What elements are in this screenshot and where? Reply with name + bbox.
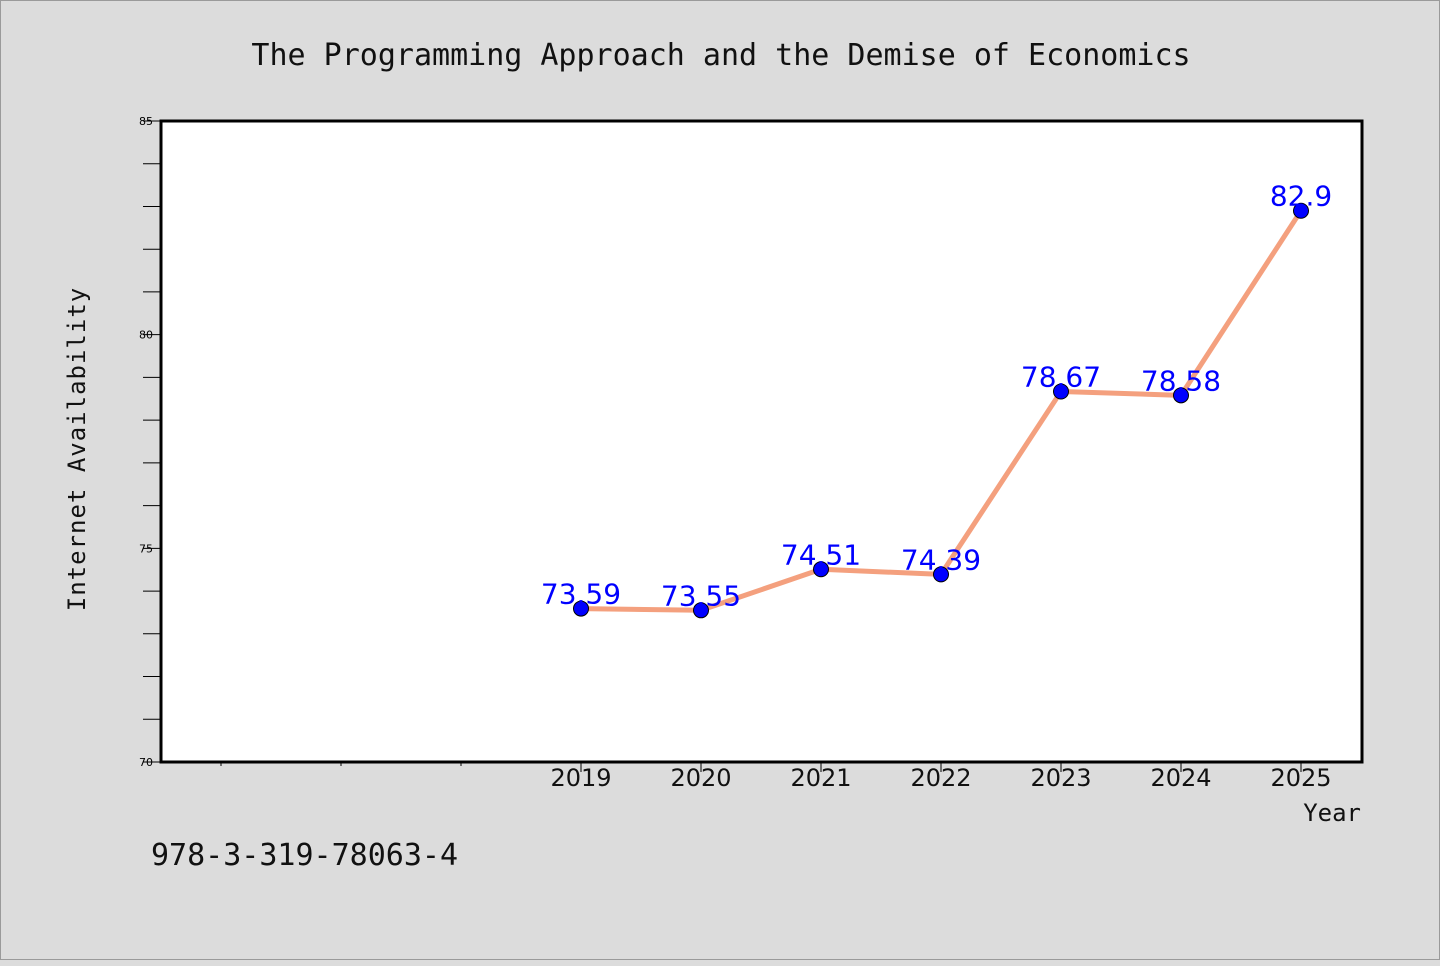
y-axis-title: Internet Availability: [63, 287, 91, 611]
data-point: [1173, 387, 1189, 404]
data-point: [1053, 383, 1069, 400]
x-axis-title: Year: [1303, 799, 1361, 827]
x-tick-label: 2024: [1150, 764, 1211, 792]
data-label: 74.51: [781, 538, 861, 571]
chart-title: The Programming Approach and the Demise …: [251, 38, 1190, 73]
data-label: 82.9: [1270, 180, 1332, 213]
y-tick-label: 75: [139, 542, 153, 555]
data-point: [813, 561, 829, 578]
y-axis-ticks: 70 75 80 85: [139, 115, 161, 769]
x-tick-label: 2023: [1030, 764, 1091, 792]
data-point: [693, 602, 709, 619]
x-tick-label: 2020: [670, 764, 731, 792]
data-point: [1293, 202, 1309, 219]
series-markers: [573, 202, 1309, 619]
y-tick-label: 85: [139, 115, 153, 128]
data-point: [933, 566, 949, 583]
x-axis-ticks: 2019 2020 2021 2022 2023 2024 2025: [220, 762, 1332, 792]
footnote-text: 978-3-319-78063-4: [151, 838, 458, 873]
data-label: 78.67: [1021, 361, 1101, 394]
data-label: 78.58: [1141, 364, 1221, 397]
data-label: 73.55: [661, 579, 741, 612]
y-tick-label: 70: [139, 756, 153, 769]
plot-area: [161, 121, 1362, 762]
data-labels: 73.59 73.55 74.51 74.39 78.67 78.58 82.9: [541, 180, 1332, 613]
x-tick-label: 2021: [790, 764, 851, 792]
x-tick-label: 2019: [550, 764, 611, 792]
plot-border: [159, 119, 1364, 764]
data-label: 74.39: [901, 543, 981, 576]
x-tick-label: 2025: [1270, 764, 1331, 792]
data-point: [573, 600, 589, 617]
y-tick-label: 80: [139, 329, 153, 342]
x-tick-label: 2022: [910, 764, 971, 792]
data-label: 73.59: [541, 578, 621, 611]
